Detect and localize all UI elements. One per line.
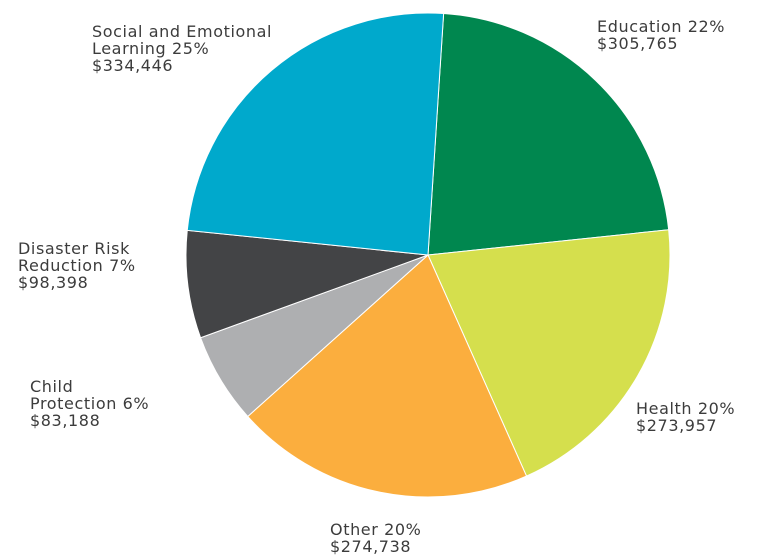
label-text: Health 20% — [636, 399, 736, 418]
label-text: Child — [30, 377, 74, 396]
label-child-protection: Child Protection 6% $83,188 — [30, 378, 149, 429]
label-text: $83,188 — [30, 411, 101, 430]
label-text: Social and Emotional — [92, 22, 273, 41]
pie-slice-social-and-emotional-learning — [186, 12, 445, 256]
pie-slice-disaster-risk-reduction — [185, 229, 429, 339]
label-social-emotional-learning: Social and Emotional Learning 25% $334,4… — [92, 23, 272, 74]
pie-slice-education — [427, 12, 670, 256]
label-text: $98,398 — [18, 273, 89, 292]
label-other: Other 20% $274,738 — [330, 521, 421, 555]
label-disaster-risk-reduction: Disaster Risk Reduction 7% $98,398 — [18, 240, 136, 291]
label-text: Learning 25% — [92, 39, 210, 58]
label-text: $274,738 — [330, 537, 412, 556]
label-education: Education 22% $305,765 — [597, 18, 725, 52]
pie-slice-health — [427, 229, 671, 477]
label-text: $334,446 — [92, 56, 174, 75]
pie-slice-other — [247, 254, 528, 498]
label-text: Protection 6% — [30, 394, 150, 413]
label-health: Health 20% $273,957 — [636, 400, 735, 434]
label-text: $305,765 — [597, 34, 679, 53]
label-text: Other 20% — [330, 520, 422, 539]
label-text: Education 22% — [597, 17, 726, 36]
label-text: Disaster Risk — [18, 239, 130, 258]
pie-slices — [185, 12, 671, 498]
label-text: $273,957 — [636, 416, 718, 435]
label-text: Reduction 7% — [18, 256, 136, 275]
